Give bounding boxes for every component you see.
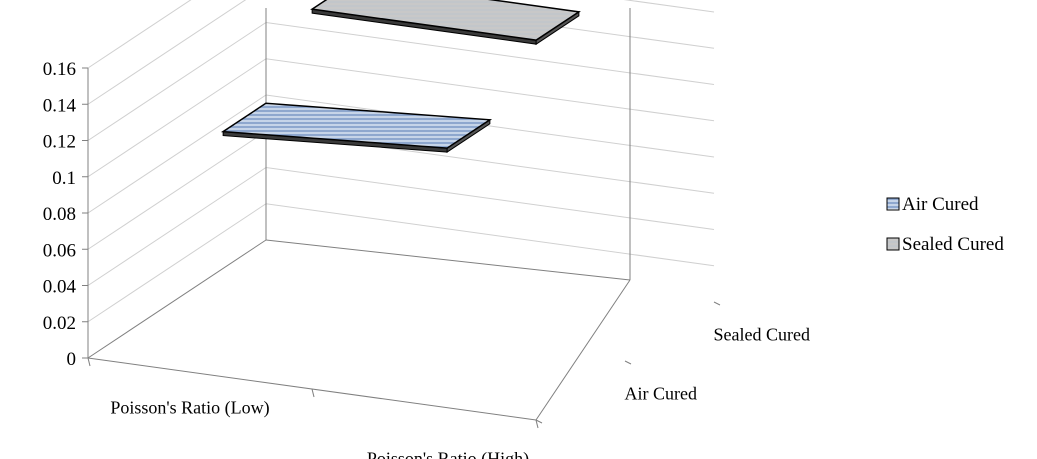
x-tick-mark — [311, 388, 315, 398]
legend-item: Air Cured — [886, 194, 979, 215]
floor-right-edge — [535, 279, 631, 421]
legend-swatch — [886, 197, 900, 211]
y-tick-label: 0.06 — [43, 240, 76, 261]
y-tick-label: 0.16 — [43, 59, 76, 80]
x-axis: Poisson's Ratio (Low) Poisson's Ratio (Hi… — [87, 357, 539, 459]
legend: Air Cured Sealed Cured — [886, 194, 1004, 255]
y-tick-label: 0.02 — [43, 313, 76, 334]
x-category-label: Poisson's Ratio (High) — [367, 449, 529, 459]
y-tick-label: 0.1 — [52, 168, 76, 189]
chart-walls — [87, 8, 631, 421]
depth-axis: Air Cured Sealed Cured — [535, 301, 810, 424]
y-tick-label: 0.14 — [43, 95, 77, 116]
legend-label: Sealed Cured — [902, 234, 1004, 255]
series-ribbons — [220, 0, 581, 154]
y-axis: 0 0.02 0.04 0.06 0.08 0.1 0.12 0.14 0.16 — [43, 59, 88, 370]
ribbon-air-cured — [220, 102, 493, 149]
depth-tick-mark — [535, 419, 543, 424]
gridline — [87, 0, 715, 105]
floor-back-edge — [265, 239, 631, 281]
gridline — [87, 166, 715, 286]
gridline — [87, 203, 715, 323]
depth-category-label: Air Cured — [625, 384, 697, 404]
legend-swatch — [886, 237, 900, 251]
gridline — [87, 0, 715, 69]
x-category-label: Poisson's Ratio (Low) — [110, 398, 269, 419]
y-tick-label: 0.12 — [43, 132, 76, 153]
depth-tick-mark — [713, 301, 721, 306]
depth-tick-mark — [624, 360, 632, 365]
ribbon-sealed-cured — [310, 0, 581, 41]
y-tick-label: 0.04 — [43, 277, 77, 298]
legend-label: Air Cured — [902, 194, 979, 215]
back-wall-grid — [87, 0, 715, 323]
floor-left-edge — [87, 239, 267, 359]
depth-category-label: Sealed Cured — [714, 325, 810, 345]
y-tick-label: 0.08 — [43, 204, 76, 225]
legend-item: Sealed Cured — [886, 234, 1004, 255]
x-tick-mark — [535, 419, 539, 429]
y-tick-label: 0 — [67, 349, 77, 370]
x-tick-mark — [87, 357, 91, 367]
